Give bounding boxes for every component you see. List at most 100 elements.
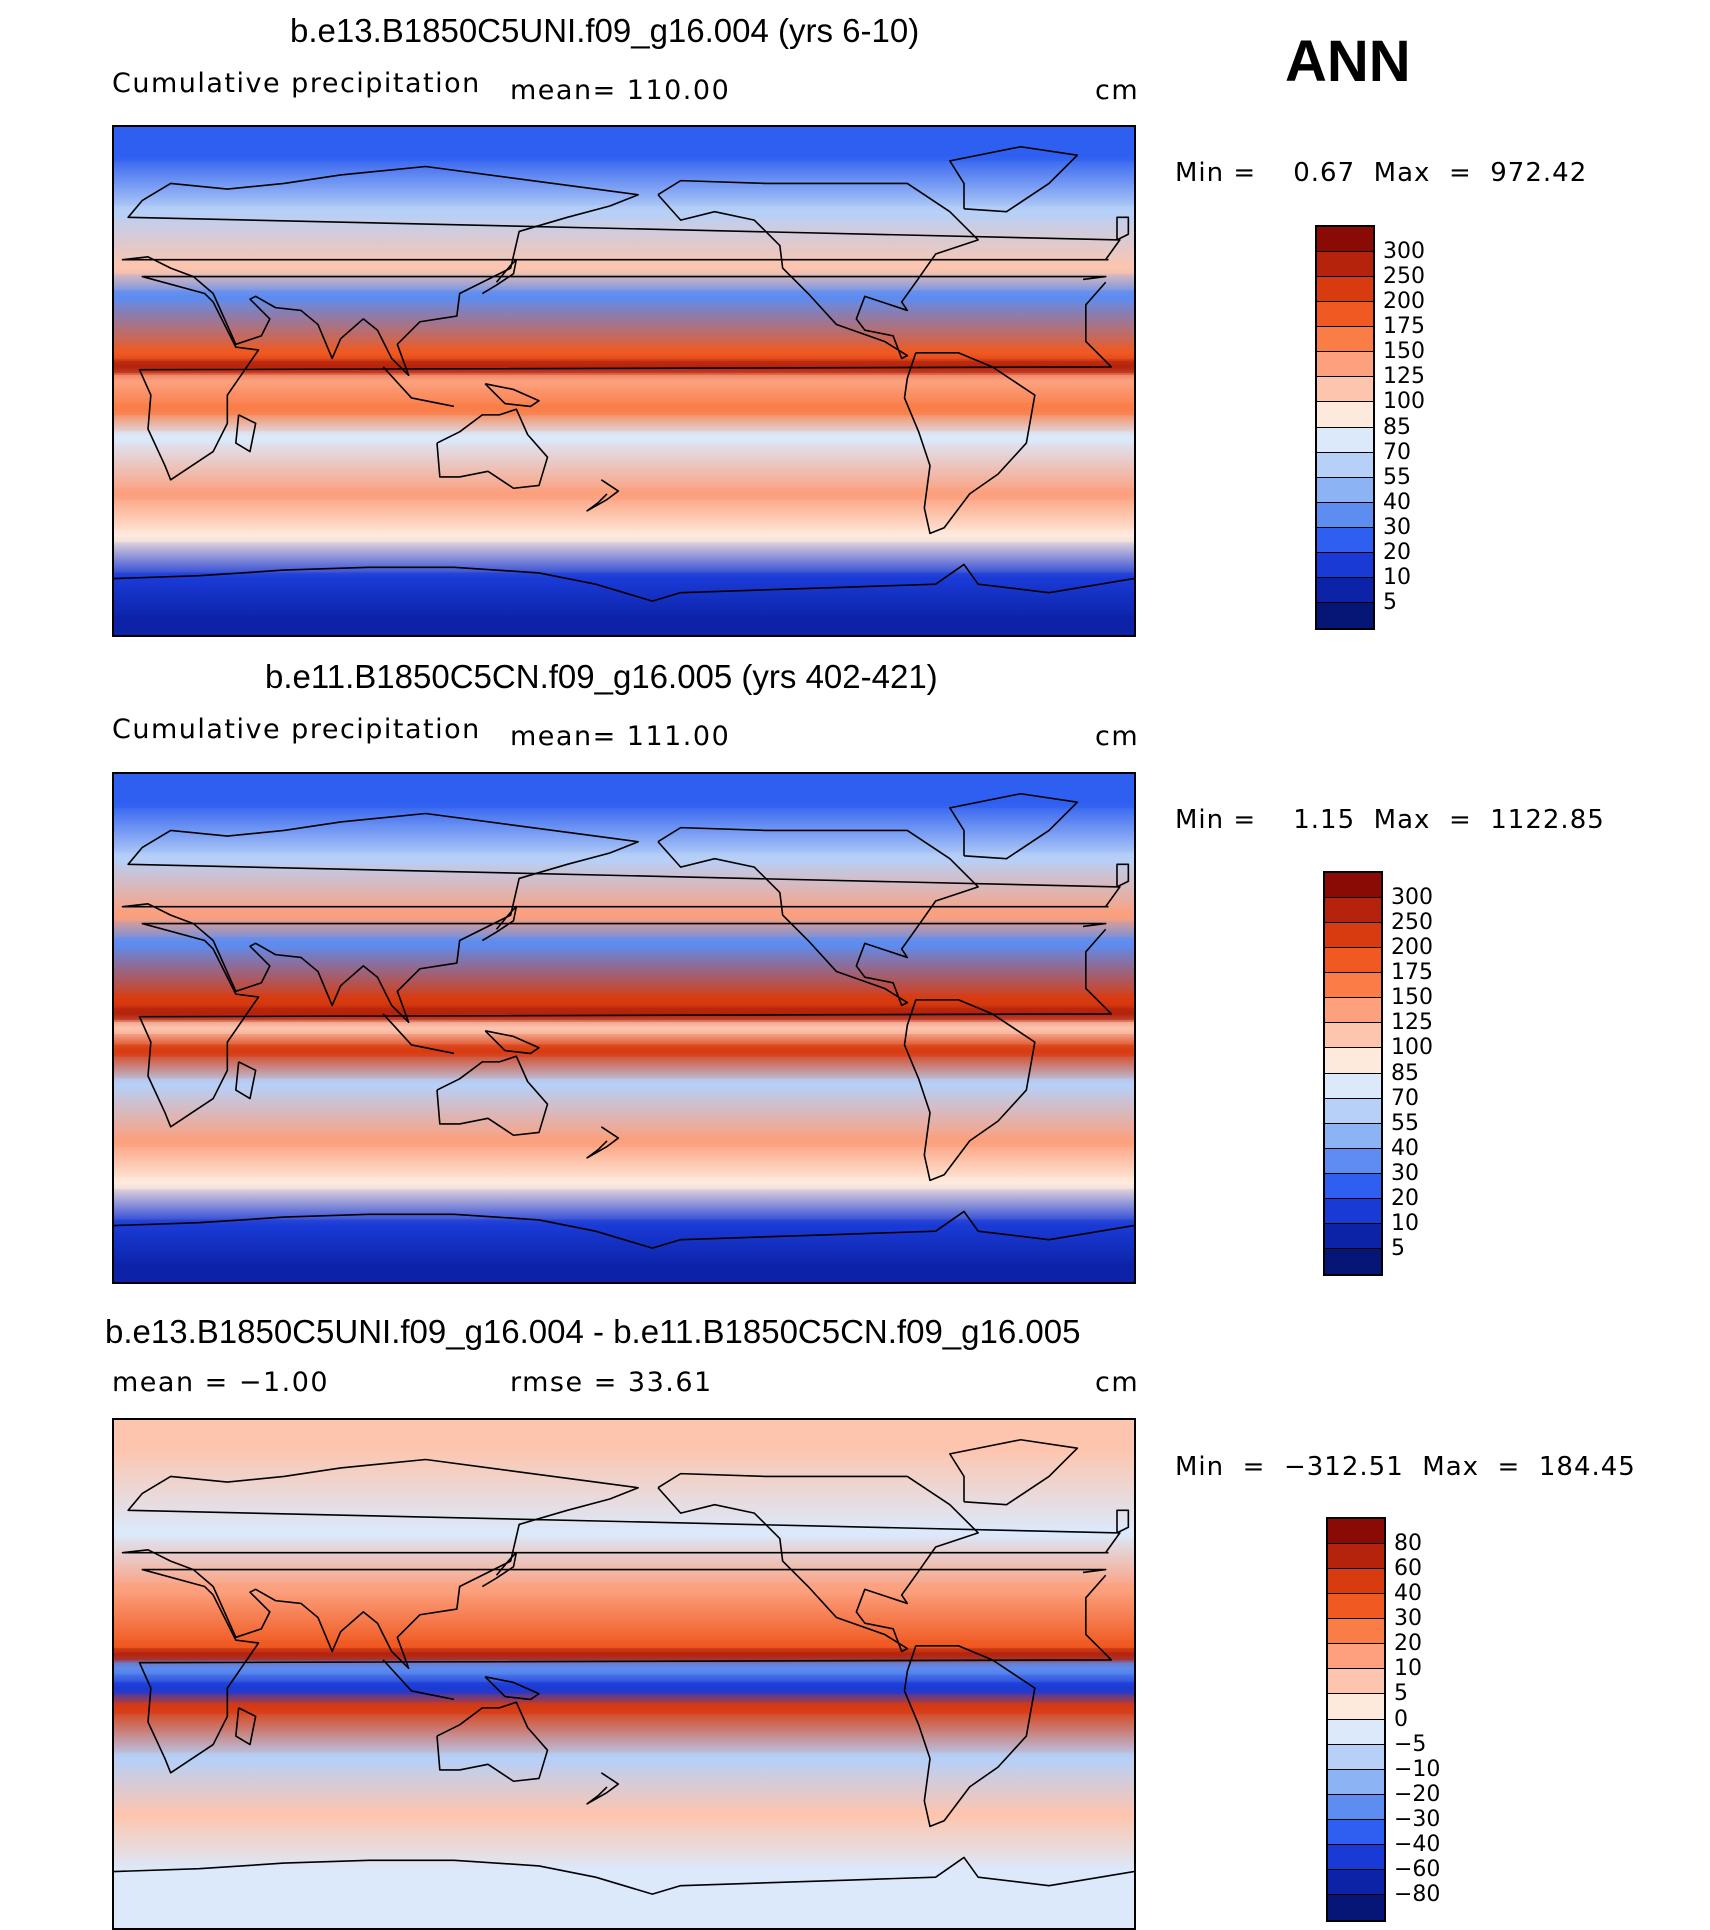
colorbar-swatch: [1317, 402, 1373, 428]
coastline: [121, 1458, 1121, 1670]
value-band: [114, 205, 1134, 218]
coastline: [138, 1568, 1113, 1774]
colorbar-tick-label: 30: [1394, 1606, 1422, 1632]
colorbar-swatch: [1328, 1744, 1384, 1770]
panel-3-title: b.e13.B1850C5UNI.f09_g16.004 - b.e11.B18…: [105, 1313, 1081, 1350]
coastline: [484, 1676, 540, 1701]
panel-2-units: cm: [1095, 721, 1140, 752]
colorbar-tick-label: 30: [1383, 514, 1411, 540]
panel-2-variable: Cumulative precipitation: [112, 714, 481, 745]
value-band: [114, 1022, 1134, 1034]
colorbar-tick-label: 100: [1391, 1035, 1433, 1061]
coastline: [121, 812, 1121, 1024]
coastline: [1116, 216, 1130, 241]
colorbar-tick-label: 200: [1383, 289, 1425, 315]
colorbar-swatch: [1325, 1173, 1381, 1199]
value-band: [114, 262, 1134, 275]
colorbar-swatch: [1328, 1694, 1384, 1720]
value-band: [114, 614, 1134, 627]
value-band: [114, 487, 1134, 500]
value-band: [114, 1648, 1134, 1661]
colorbar-swatch: [1325, 1023, 1381, 1049]
colorbar-tick-label: −20: [1394, 1781, 1441, 1807]
value-band: [114, 431, 1134, 444]
colorbar-tick-label: 20: [1383, 539, 1411, 565]
colorbar-swatch: [1328, 1719, 1384, 1745]
colorbar-tick-label: 30: [1391, 1160, 1419, 1186]
colorbar-swatch: [1325, 923, 1381, 949]
colorbar-tick-label: 85: [1391, 1060, 1419, 1086]
coastline: [121, 165, 1121, 377]
value-band: [114, 375, 1134, 387]
colorbar-swatch: [1325, 998, 1381, 1024]
colorbar-swatch: [1328, 1794, 1384, 1820]
colorbar-tick-label: 125: [1391, 1010, 1433, 1036]
value-band: [114, 1583, 1134, 1596]
coastline: [903, 351, 1036, 535]
colorbar-tick-label: −80: [1394, 1881, 1441, 1907]
value-band: [114, 852, 1134, 865]
colorbar-tick-label: 80: [1394, 1531, 1422, 1557]
coastline: [138, 275, 1113, 481]
colorbar-tick-label: 55: [1391, 1110, 1419, 1136]
colorbar-swatch: [1317, 327, 1373, 353]
colorbar-tick-label: 55: [1383, 464, 1411, 490]
colorbar-tick-label: 20: [1394, 1631, 1422, 1657]
colorbar-tick-label: 5: [1391, 1235, 1405, 1261]
coastline: [949, 1438, 1079, 1506]
colorbar-swatch: [1317, 552, 1373, 578]
colorbar-tick-label: 40: [1383, 489, 1411, 515]
value-band: [114, 1044, 1134, 1057]
value-band: [114, 937, 1134, 950]
coastline: [484, 1030, 540, 1055]
panel-1-minmax: Min = 0.67 Max = 972.42: [1175, 158, 1588, 188]
colorbar-tick-label: 5: [1394, 1681, 1408, 1707]
coastline: [436, 1701, 549, 1783]
panel-3-rmse: rmse = 33.61: [510, 1367, 713, 1398]
coastline: [114, 563, 1134, 602]
map-canvas: [114, 1420, 1134, 1928]
colorbar-tick-label: 60: [1394, 1556, 1422, 1582]
coastline: [235, 414, 257, 453]
colorbar-swatch: [1328, 1769, 1384, 1795]
coastline: [481, 905, 518, 942]
colorbar-swatch: [1325, 973, 1381, 999]
coastline: [114, 1856, 1134, 1895]
coastline: [903, 1644, 1036, 1828]
colorbar-swatch: [1325, 1123, 1381, 1149]
colorbar-swatch: [1328, 1844, 1384, 1870]
colorbar-tick-label: −40: [1394, 1831, 1441, 1857]
value-band: [114, 1752, 1134, 1765]
colorbar-swatch: [1325, 898, 1381, 924]
value-band: [114, 1177, 1134, 1190]
colorbar-swatch: [1317, 427, 1373, 453]
colorbar-swatch: [1328, 1619, 1384, 1645]
value-band: [114, 403, 1134, 416]
colorbar-swatch: [1317, 352, 1373, 378]
colorbar-swatch: [1325, 1198, 1381, 1224]
colorbar-tick-label: 5: [1383, 589, 1397, 615]
colorbar-tick-label: 40: [1391, 1135, 1419, 1161]
panel-1-colorbar: [1315, 225, 1375, 630]
colorbar-tick-label: 0: [1394, 1706, 1408, 1732]
colorbar-swatch: [1317, 302, 1373, 328]
colorbar-swatch: [1325, 1148, 1381, 1174]
value-band: [114, 1078, 1134, 1091]
colorbar-swatch: [1317, 277, 1373, 303]
value-band: [114, 1219, 1134, 1232]
colorbar-tick-label: 250: [1383, 264, 1425, 290]
value-band: [114, 796, 1134, 809]
colorbar-swatch: [1317, 227, 1373, 253]
colorbar-swatch: [1328, 1894, 1384, 1920]
colorbar-tick-label: 250: [1391, 910, 1433, 936]
coastline: [949, 792, 1079, 860]
coastline: [382, 1013, 455, 1055]
coastline: [657, 1472, 979, 1653]
panel-1-variable: Cumulative precipitation: [112, 68, 481, 99]
coastline: [586, 479, 620, 512]
colorbar-swatch: [1325, 1223, 1381, 1249]
coastline: [903, 998, 1036, 1182]
panel-2-map: [112, 772, 1136, 1284]
colorbar-swatch: [1325, 1073, 1381, 1099]
panel-2-title: b.e11.B1850C5CN.f09_g16.005 (yrs 402-421…: [265, 658, 938, 695]
